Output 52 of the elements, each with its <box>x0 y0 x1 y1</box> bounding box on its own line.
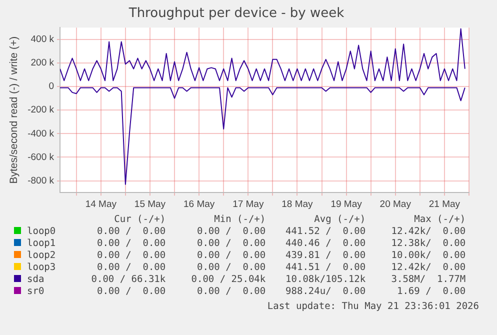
x-tick-label: 16 May <box>183 198 215 210</box>
text: Avg (-/+) <box>313 213 366 225</box>
text: Cur (-/+) <box>113 213 166 225</box>
text: 441.51 / 0.00 <box>284 261 366 273</box>
text: 0.00 / 0.00 <box>96 285 166 297</box>
text: 12.42k/ 0.00 <box>390 225 466 237</box>
text: 0.00 / 0.00 <box>96 261 166 273</box>
text: 0.00 / 0.00 <box>96 225 166 237</box>
y-tick-label: 400 k <box>30 34 54 46</box>
y-tick-label: -600 k <box>28 152 54 163</box>
text: 0.00 / 66.31k <box>90 273 166 285</box>
legend-label: loop3 <box>26 261 57 273</box>
legend-label: loop1 <box>26 237 57 249</box>
x-tick-label: 20 May <box>380 198 412 210</box>
text: 0.00 / 0.00 <box>196 249 266 261</box>
chart-title: Throughput per device - by week <box>128 6 345 22</box>
x-tick-label: 15 May <box>134 198 166 210</box>
y-axis-title: Bytes/second read (-) / write (+) <box>8 36 20 184</box>
legend-label: sr0 <box>26 285 46 297</box>
text: 12.38k/ 0.00 <box>390 237 466 249</box>
text: 441.52 / 0.00 <box>284 225 366 237</box>
y-tick-label: -800 k <box>28 175 54 186</box>
text: 0.00 / 0.00 <box>196 261 266 273</box>
x-tick-label: 14 May <box>85 198 117 210</box>
x-tick-label: 19 May <box>330 198 362 210</box>
text: 0.00 / 25.04k <box>190 273 266 285</box>
text: 988.24u/ 0.00 <box>284 285 366 297</box>
text: 12.42k/ 0.00 <box>390 261 466 273</box>
text: 0.00 / 0.00 <box>96 237 166 249</box>
x-tick-label: 17 May <box>232 198 264 210</box>
text: Min (-/+) <box>213 213 266 225</box>
text: 1.69 / 0.00 <box>396 285 466 297</box>
text: 0.00 / 0.00 <box>196 237 266 249</box>
text: 3.58M/ 1.77M <box>390 273 466 285</box>
text: 439.81 / 0.00 <box>284 249 366 261</box>
x-tick-label: 18 May <box>282 198 314 210</box>
y-tick-label: 200 k <box>30 58 54 69</box>
text: 0.00 / 0.00 <box>196 225 266 237</box>
legend-label: loop2 <box>26 249 57 261</box>
legend-label: sda <box>26 273 46 285</box>
text: 10.08k/105.12k <box>284 273 366 285</box>
legend-label: loop0 <box>26 225 57 237</box>
y-tick-label: -400 k <box>28 128 54 140</box>
text: 0.00 / 0.00 <box>96 249 166 261</box>
y-tick-label: 0 <box>48 81 54 92</box>
text: Last update: Thu May 21 23:36:01 2026 <box>267 301 479 312</box>
text: 440.46 / 0.00 <box>284 237 366 249</box>
x-tick-label: 21 May <box>428 198 460 210</box>
text: Max (-/+) <box>413 213 466 225</box>
y-tick-label: -200 k <box>28 104 54 116</box>
text: 0.00 / 0.00 <box>196 285 266 297</box>
text: 10.00k/ 0.00 <box>390 249 466 261</box>
